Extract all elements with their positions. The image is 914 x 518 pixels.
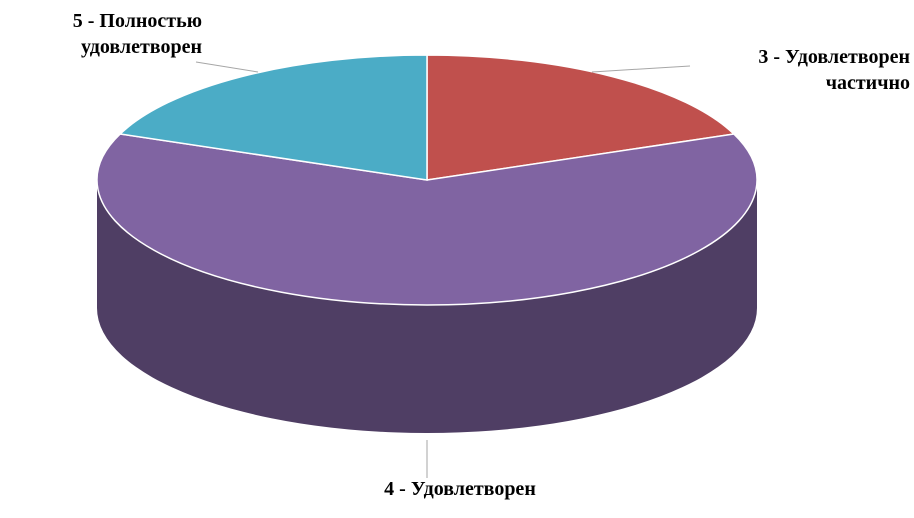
slice-side — [97, 180, 757, 433]
slice — [96, 133, 758, 306]
leader-line — [591, 65, 691, 73]
slice — [118, 54, 428, 181]
slice — [426, 54, 736, 181]
slice-label: 3 - Удовлетворен частично — [758, 46, 910, 94]
slice-label: 5 - Полностью удовлетворен — [72, 10, 202, 58]
slice-label: 4 - Удовлетворен — [384, 478, 536, 500]
leader-line — [195, 61, 259, 73]
